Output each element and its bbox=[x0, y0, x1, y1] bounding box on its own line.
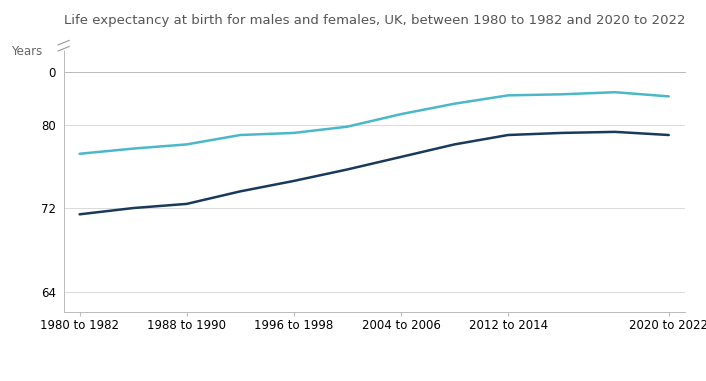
Females bbox=[76, 152, 84, 156]
Males bbox=[236, 189, 244, 194]
Females bbox=[343, 124, 352, 129]
Males bbox=[129, 206, 138, 210]
Males bbox=[76, 212, 84, 217]
Females bbox=[611, 90, 619, 94]
Females bbox=[558, 92, 566, 97]
Females bbox=[504, 93, 513, 98]
Males bbox=[289, 179, 298, 183]
Line: Males: Males bbox=[80, 132, 669, 215]
Females bbox=[664, 94, 673, 99]
Males bbox=[397, 155, 405, 159]
Males bbox=[558, 131, 566, 135]
Females bbox=[129, 146, 138, 151]
Text: Years: Years bbox=[11, 45, 42, 58]
Males bbox=[664, 133, 673, 137]
Males bbox=[611, 130, 619, 134]
Females bbox=[450, 101, 459, 106]
Text: Life expectancy at birth for males and females, UK, between 1980 to 1982 and 202: Life expectancy at birth for males and f… bbox=[64, 14, 685, 27]
Females bbox=[236, 133, 244, 137]
Line: Females: Females bbox=[80, 92, 669, 154]
Males bbox=[504, 133, 513, 137]
Females bbox=[289, 131, 298, 135]
Males bbox=[182, 202, 191, 206]
Males bbox=[343, 167, 352, 172]
Males bbox=[450, 142, 459, 147]
Females bbox=[182, 142, 191, 147]
Females bbox=[397, 112, 405, 117]
